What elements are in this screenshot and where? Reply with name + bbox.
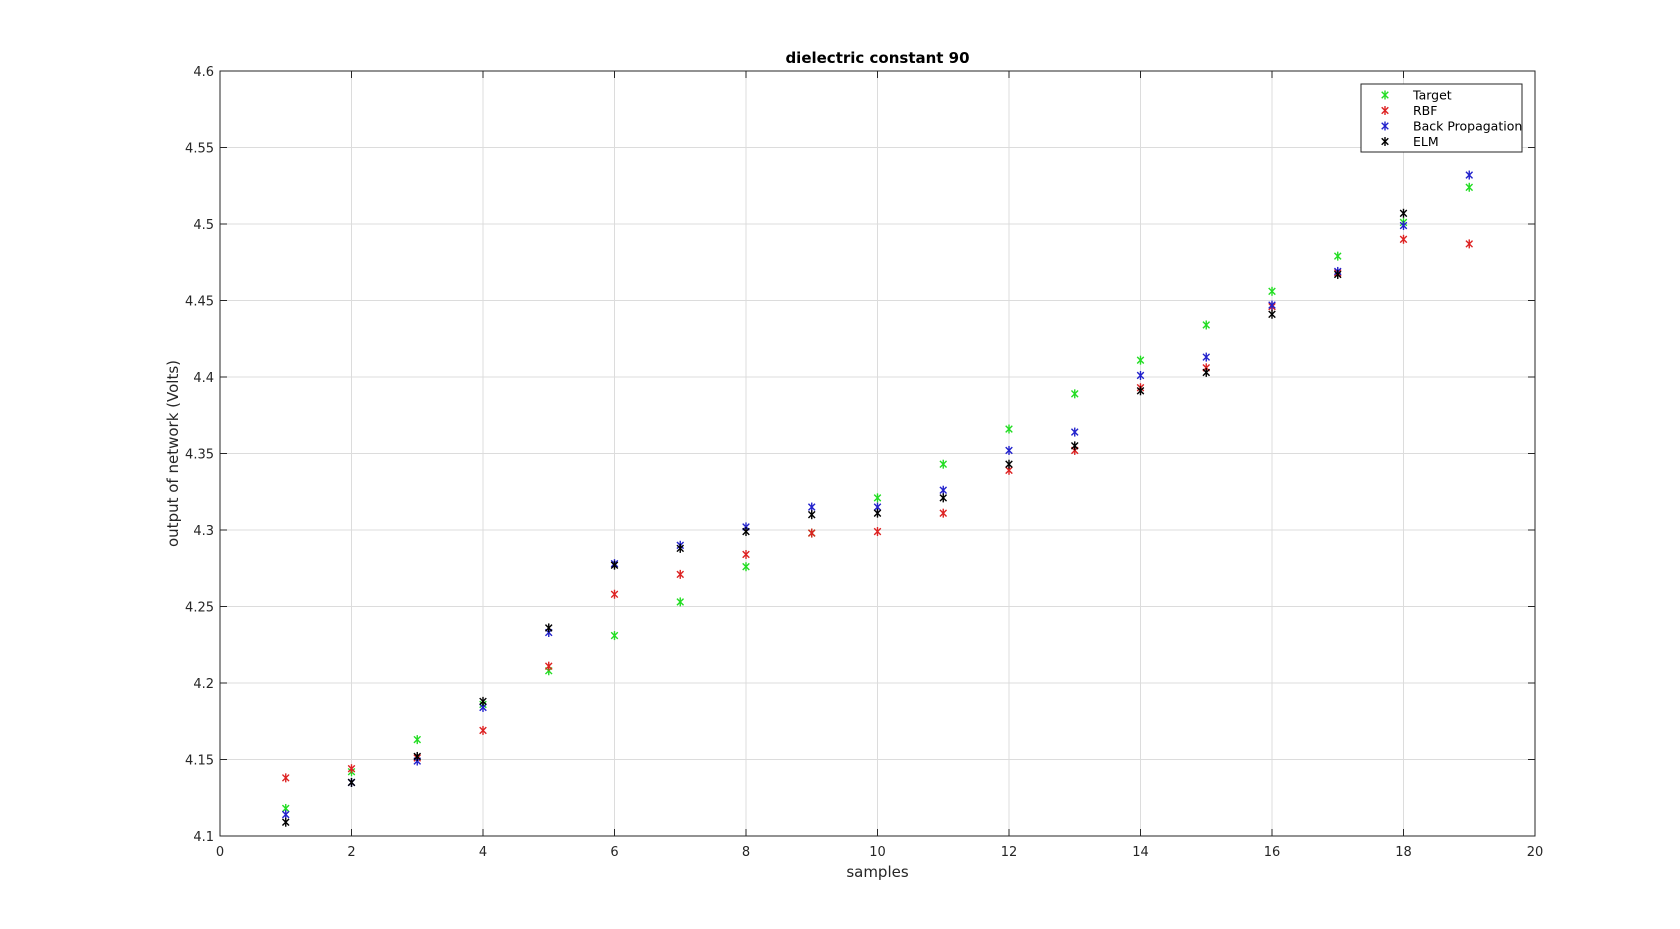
data-point	[1136, 386, 1145, 396]
y-tick-label: 4.6	[193, 65, 214, 80]
data-point	[939, 508, 948, 518]
data-point	[807, 510, 816, 520]
data-point	[1136, 370, 1145, 380]
data-point	[347, 777, 356, 787]
data-point	[1465, 182, 1474, 192]
legend-marker	[1381, 137, 1389, 146]
y-tick-label: 4.45	[185, 295, 214, 310]
y-axis-label: output of network (Volts)	[164, 360, 182, 547]
data-point	[1202, 320, 1211, 330]
data-point	[742, 527, 750, 537]
data-point	[1005, 459, 1013, 469]
data-point	[544, 623, 553, 633]
x-tick-label: 16	[1264, 845, 1281, 860]
data-point	[1399, 208, 1408, 218]
data-point	[1202, 352, 1211, 362]
x-tick-label: 14	[1132, 845, 1149, 860]
y-tick-label: 4.15	[185, 754, 214, 769]
legend-marker	[1381, 121, 1389, 131]
x-tick-label: 0	[216, 845, 224, 860]
grid-lines	[220, 71, 1535, 836]
data-point	[544, 661, 553, 671]
x-tick-label: 18	[1395, 845, 1412, 860]
data-markers	[281, 170, 1474, 827]
legend-box	[1360, 83, 1523, 153]
y-tick-label: 4.35	[185, 448, 214, 463]
data-point	[1005, 445, 1013, 455]
data-point	[873, 508, 882, 518]
x-tick-label: 4	[479, 845, 487, 860]
axis-ticks: 0 2 4 6 8 10 12 14 16 18 20 4.1 4.15 4.2 4.25 4.3 4.35 4.…	[185, 65, 1543, 860]
data-point	[873, 493, 882, 503]
data-point	[1005, 424, 1013, 434]
legend-marker	[1381, 90, 1389, 100]
data-point	[939, 493, 948, 503]
x-tick-label: 20	[1527, 845, 1544, 860]
y-tick-label: 4.2	[193, 677, 214, 692]
data-point	[413, 751, 422, 761]
x-axis-label: samples	[846, 863, 909, 881]
data-point	[610, 589, 619, 599]
data-point	[1333, 251, 1342, 261]
data-point	[1070, 389, 1079, 399]
y-tick-label: 4.4	[193, 371, 214, 386]
data-point	[479, 725, 487, 735]
data-point	[347, 764, 356, 774]
data-point	[1268, 309, 1276, 319]
data-point	[1399, 234, 1408, 244]
legend-entry: Target	[1412, 88, 1452, 103]
y-tick-label: 4.55	[185, 142, 214, 157]
y-tick-label: 4.3	[193, 524, 214, 539]
data-point	[610, 631, 619, 641]
data-point	[1202, 367, 1211, 377]
x-tick-label: 8	[742, 845, 750, 860]
data-point	[281, 810, 290, 820]
data-point	[1465, 239, 1474, 249]
data-point	[1070, 441, 1079, 451]
data-point	[1465, 170, 1474, 180]
legend-entry: Back Propagation	[1413, 119, 1522, 134]
y-tick-label: 4.1	[193, 830, 214, 845]
x-tick-label: 12	[1001, 845, 1018, 860]
data-point	[807, 502, 816, 512]
data-point	[676, 569, 685, 579]
data-point	[676, 543, 685, 553]
data-point	[939, 459, 948, 469]
data-point	[281, 817, 290, 827]
legend-entry: RBF	[1413, 103, 1437, 118]
data-point	[1333, 269, 1342, 279]
x-tick-label: 10	[869, 845, 886, 860]
data-point	[281, 773, 290, 783]
data-point	[479, 696, 487, 706]
x-tick-label: 6	[610, 845, 618, 860]
series-elm	[281, 208, 1408, 827]
data-point	[610, 560, 619, 570]
data-point	[1268, 300, 1276, 310]
y-tick-label: 4.5	[193, 218, 214, 233]
legend-marker	[1381, 106, 1389, 115]
data-point	[1070, 427, 1079, 437]
data-point	[939, 485, 948, 495]
data-point	[873, 527, 882, 537]
data-point	[1268, 286, 1276, 296]
x-tick-label: 2	[347, 845, 355, 860]
y-tick-label: 4.25	[185, 601, 214, 616]
data-point	[742, 549, 750, 559]
data-point	[413, 735, 422, 745]
data-point	[807, 528, 816, 538]
data-point	[742, 562, 750, 572]
chart-title: dielectric constant 90	[785, 49, 969, 67]
data-point	[1136, 355, 1145, 365]
data-point	[1399, 221, 1408, 231]
legend-entry: ELM	[1413, 134, 1439, 149]
data-point	[676, 597, 685, 607]
